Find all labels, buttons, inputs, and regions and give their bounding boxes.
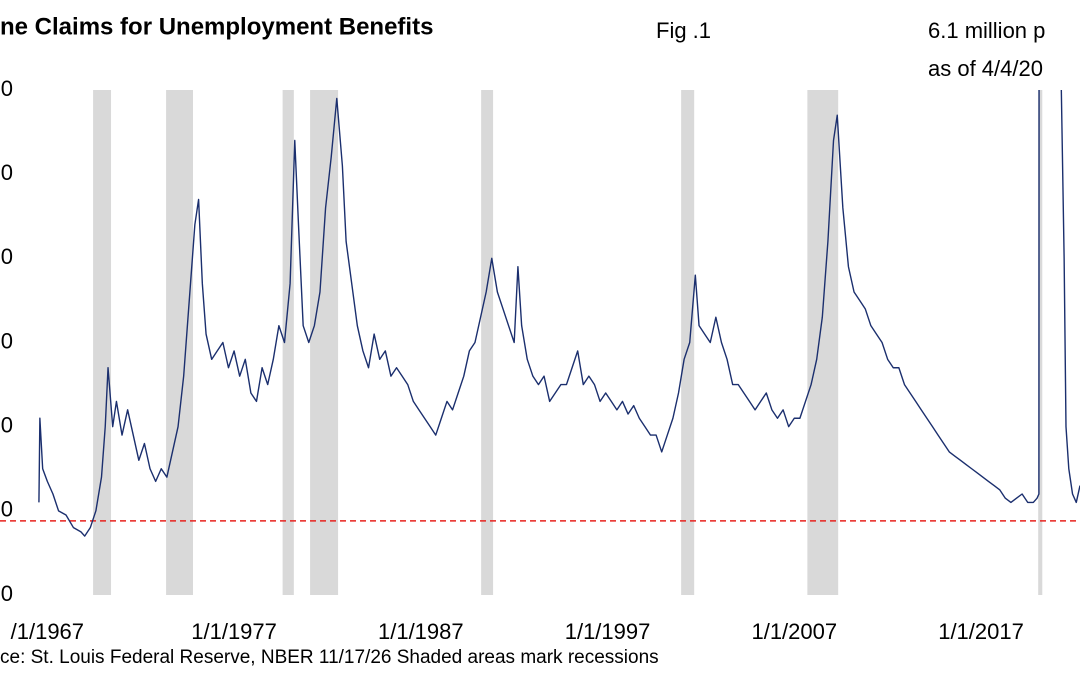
plot-area xyxy=(0,90,1080,537)
recession-band xyxy=(282,90,294,595)
x-tick-label: 1/1/2007 xyxy=(751,619,837,644)
y-tick-label: 0 xyxy=(1,328,13,353)
data-line xyxy=(38,90,1080,537)
recession-band xyxy=(93,90,112,595)
recession-band xyxy=(807,90,839,595)
recession-band xyxy=(681,90,695,595)
x-tick-label: 1/1/1977 xyxy=(191,619,277,644)
figure-label: Fig .1 xyxy=(656,18,711,43)
recession-band xyxy=(310,90,339,595)
annotation: as of 4/4/20 xyxy=(928,56,1043,81)
y-tick-label: 0 xyxy=(1,160,13,185)
annotation: 6.1 million p xyxy=(928,18,1045,43)
y-tick-label: 0 xyxy=(1,412,13,437)
source-note: ce: St. Louis Federal Reserve, NBER 11/1… xyxy=(0,647,659,668)
x-tick-label: 1/1/1997 xyxy=(565,619,651,644)
recession-band xyxy=(166,90,193,595)
y-tick-label: 0 xyxy=(1,581,13,606)
chart-title: ne Claims for Unemployment Benefits xyxy=(0,13,433,40)
x-tick-label: 1/1/2017 xyxy=(938,619,1024,644)
y-tick-label: 0 xyxy=(1,497,13,522)
recession-band xyxy=(1038,90,1043,595)
axes: 0 0 0 0 0 0 0/1/1967 1/1/1977 1/1/1987 1/1/1997 1/… xyxy=(1,76,1024,644)
x-tick-label: /1/1967 xyxy=(11,619,84,644)
y-tick-label: 0 xyxy=(1,76,13,101)
y-tick-label: 0 xyxy=(1,244,13,269)
recession-band xyxy=(481,90,494,595)
recession-shades xyxy=(93,90,1043,595)
x-tick-label: 1/1/1987 xyxy=(378,619,464,644)
